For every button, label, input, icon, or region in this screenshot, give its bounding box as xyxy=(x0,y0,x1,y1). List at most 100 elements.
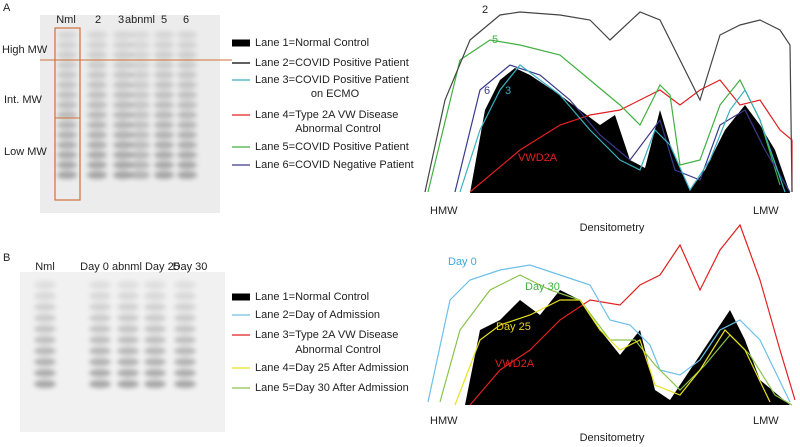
gel-band xyxy=(117,369,139,377)
gel-band xyxy=(89,314,111,322)
gel-band xyxy=(177,81,197,89)
gel-band xyxy=(89,380,111,388)
legend-a: Lane 1=Normal Control Lane 2=COVID Posit… xyxy=(232,37,414,171)
gel-band xyxy=(130,121,150,129)
legend-text: Lane 3=COVID Positive Patient xyxy=(255,74,409,86)
gel-band xyxy=(174,303,196,311)
gel-band xyxy=(174,380,196,388)
gel-band xyxy=(154,171,174,179)
axis-title: Densitometry xyxy=(580,222,645,234)
trace xyxy=(469,223,796,406)
gel-band xyxy=(144,358,166,366)
gel-band xyxy=(113,111,133,119)
gel-band xyxy=(177,31,197,39)
gel-band xyxy=(57,31,77,39)
gel-band xyxy=(113,151,133,159)
gel-band xyxy=(57,41,77,49)
gel-band xyxy=(130,111,150,119)
gel-band xyxy=(144,281,166,289)
gel-band xyxy=(144,303,166,311)
lane-label: 2 xyxy=(95,14,101,26)
gel-band xyxy=(89,336,111,344)
gel-band xyxy=(87,41,107,49)
gel-band xyxy=(89,369,111,377)
gel-band xyxy=(34,358,56,366)
gel-band xyxy=(130,41,150,49)
mw-label: Int. MW xyxy=(4,94,43,106)
gel-band xyxy=(174,325,196,333)
gel-band xyxy=(34,325,56,333)
gel-band xyxy=(34,303,56,311)
gel-band xyxy=(57,121,77,129)
gel-band xyxy=(154,81,174,89)
gel-band xyxy=(130,71,150,79)
curve-label: 2 xyxy=(482,4,488,16)
legend-text: Lane 6=COVID Negative Patient xyxy=(255,159,414,171)
lane-label: abnml xyxy=(125,14,155,26)
gel-band xyxy=(154,91,174,99)
gel-band xyxy=(144,314,166,322)
gel-band xyxy=(144,292,166,300)
gel-band xyxy=(130,131,150,139)
gel-band xyxy=(174,292,196,300)
gel-band xyxy=(154,111,174,119)
gel-band xyxy=(113,81,133,89)
lane-label: Nml xyxy=(35,261,55,273)
gel-band xyxy=(174,358,196,366)
gel-band xyxy=(174,369,196,377)
panel-label: B xyxy=(3,252,10,264)
gel-images xyxy=(20,15,225,432)
gel-band xyxy=(154,101,174,109)
gel-band xyxy=(89,325,111,333)
gel-band xyxy=(113,91,133,99)
gel-band xyxy=(117,281,139,289)
curve-label: 6 xyxy=(484,85,490,97)
gel-band xyxy=(154,121,174,129)
mw-label: High MW xyxy=(2,44,48,56)
gel-band xyxy=(130,81,150,89)
gel-band xyxy=(113,131,133,139)
axis-title: Densitometry xyxy=(580,432,645,444)
gel-band xyxy=(89,358,111,366)
legend-text: Lane 1=Normal Control xyxy=(255,37,369,49)
gel-band xyxy=(130,101,150,109)
trace xyxy=(454,64,791,193)
densitometry-b: Day 0 Day 30 Day 25 VWD2A HMW LMW Densit… xyxy=(427,223,796,444)
gel-band xyxy=(87,161,107,169)
trace xyxy=(469,79,793,193)
gel-band xyxy=(57,101,77,109)
gel-band xyxy=(57,81,77,89)
gel-band xyxy=(177,41,197,49)
gel-band xyxy=(177,171,197,179)
trace xyxy=(454,299,771,406)
gel-band xyxy=(117,347,139,355)
gel-band xyxy=(87,111,107,119)
legend-b: Lane 1=Normal Control Lane 2=Day of Admi… xyxy=(232,291,409,394)
gel-band xyxy=(177,71,197,79)
gel-band xyxy=(177,161,197,169)
gel-band xyxy=(34,314,56,322)
lane-label: Day 30 xyxy=(173,261,208,273)
gel-band xyxy=(87,31,107,39)
normal-area xyxy=(465,290,790,405)
gel-band xyxy=(87,141,107,149)
gel-band xyxy=(154,61,174,69)
curve-label: VWD2A xyxy=(495,358,535,370)
gel-band xyxy=(174,347,196,355)
gel-band xyxy=(87,71,107,79)
gel-band xyxy=(117,380,139,388)
lane-box xyxy=(54,27,81,201)
gel-band xyxy=(144,336,166,344)
lane-label: 3 xyxy=(118,14,124,26)
panel-label: A xyxy=(3,2,11,14)
gel-band xyxy=(34,347,56,355)
gel-band xyxy=(130,61,150,69)
curve-label: Day 30 xyxy=(525,281,560,293)
gel-band xyxy=(144,325,166,333)
gel-band xyxy=(154,51,174,59)
gel-band xyxy=(34,369,56,377)
gel-band xyxy=(113,61,133,69)
gel-band xyxy=(113,51,133,59)
gel-band xyxy=(87,171,107,179)
